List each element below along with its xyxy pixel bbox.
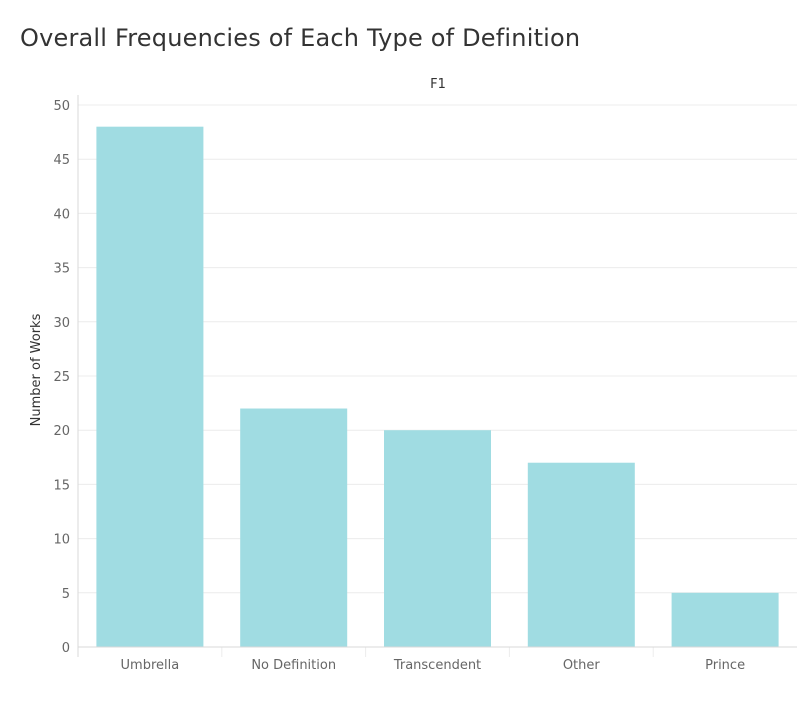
x-tick-label-other: Other <box>563 658 601 673</box>
y-tick-label-5: 5 <box>62 587 70 602</box>
bar-prince[interactable] <box>671 592 779 647</box>
bar-transcendent[interactable] <box>384 430 491 647</box>
y-tick-label-40: 40 <box>53 207 70 222</box>
y-tick-label-50: 50 <box>53 99 70 114</box>
bar-no-definition[interactable] <box>240 408 348 647</box>
facet-header: F1 <box>430 77 446 92</box>
y-tick-label-15: 15 <box>53 478 70 493</box>
bar-umbrella[interactable] <box>96 126 204 648</box>
x-tick-label-umbrella: Umbrella <box>121 658 180 673</box>
y-tick-label-20: 20 <box>53 424 70 439</box>
x-tick-label-prince: Prince <box>705 658 745 673</box>
y-tick-labels: 0 5 10 15 20 25 30 35 40 45 50 <box>53 99 70 656</box>
y-tick-label-10: 10 <box>53 533 70 548</box>
y-tick-label-45: 45 <box>53 153 70 168</box>
x-tick-labels: Umbrella No Definition Transcendent Other Pr… <box>121 658 746 673</box>
y-tick-label-0: 0 <box>62 641 70 656</box>
x-tick-label-no-definition: No Definition <box>251 658 336 673</box>
y-tick-label-30: 30 <box>53 316 70 331</box>
bars <box>96 126 779 648</box>
y-tick-label-35: 35 <box>53 262 70 277</box>
axes <box>77 95 797 657</box>
y-tick-label-25: 25 <box>53 370 70 385</box>
x-tick-label-transcendent: Transcendent <box>393 658 481 673</box>
y-axis-title: Number of Works <box>29 313 44 426</box>
chart-title: Overall Frequencies of Each Type of Defi… <box>20 24 581 52</box>
bar-other[interactable] <box>527 462 635 647</box>
